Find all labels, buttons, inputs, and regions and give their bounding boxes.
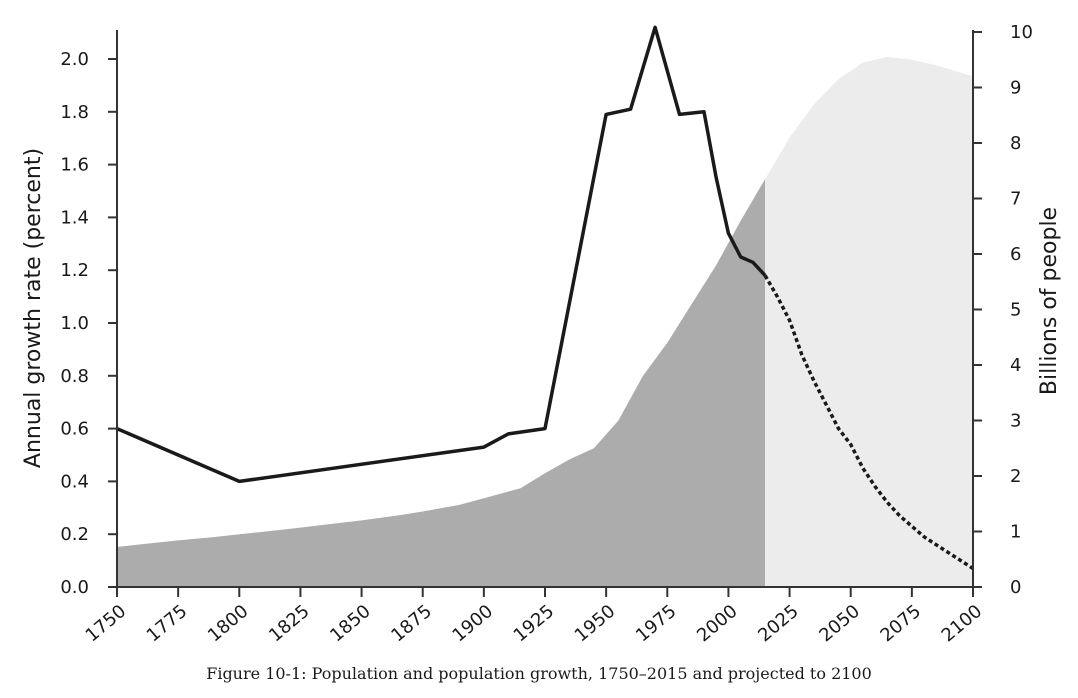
left-tick-label: 1.8	[60, 102, 89, 123]
x-tick-label: 1825	[265, 601, 314, 647]
left-axis-ticks: 0.0 0.2 0.4 0.6 0.8 1.0 1.2 1.4 1.6 1.8 2.0	[60, 49, 117, 598]
x-tick-label: 1775	[143, 601, 192, 647]
growth-rate-line-historical	[116, 25, 767, 484]
right-tick-label: 1	[1010, 522, 1021, 543]
left-tick-label: 1.2	[60, 260, 89, 281]
population-areas	[117, 57, 973, 587]
population-area-historical	[117, 179, 766, 587]
right-tick-label: 4	[1010, 355, 1021, 376]
figure-caption: Figure 10-1: Population and population g…	[206, 664, 872, 683]
x-tick-label: 1925	[510, 601, 559, 647]
left-tick-label: 2.0	[60, 49, 89, 70]
growth-rate-line-projected	[763, 274, 974, 570]
right-tick-label: 2	[1010, 466, 1021, 487]
left-tick-label: 1.4	[60, 207, 89, 228]
growth-rate-lines	[116, 25, 974, 570]
x-tick-label: 1975	[632, 601, 681, 647]
right-tick-label: 7	[1010, 189, 1021, 210]
right-tick-label: 9	[1010, 78, 1021, 99]
right-axis-title: Billions of people	[1037, 207, 1062, 395]
x-tick-label: 2075	[876, 601, 925, 647]
left-axis-title: Annual growth rate (percent)	[21, 148, 46, 468]
x-tick-label: 2000	[693, 601, 742, 647]
x-tick-label: 1750	[82, 601, 131, 647]
left-tick-label: 0.0	[60, 577, 89, 598]
x-tick-label: 1800	[204, 601, 253, 647]
population-area-projected	[765, 57, 973, 587]
x-tick-label: 2025	[754, 601, 803, 647]
x-tick-label: 2050	[815, 601, 864, 647]
right-tick-label: 10	[1010, 22, 1033, 43]
left-tick-label: 0.2	[60, 524, 89, 545]
left-tick-label: 0.4	[60, 471, 89, 492]
x-tick-label: 1950	[571, 601, 620, 647]
x-tick-label: 1875	[387, 601, 436, 647]
right-tick-label: 3	[1010, 411, 1021, 432]
left-tick-label: 1.0	[60, 313, 89, 334]
right-tick-label: 6	[1010, 244, 1021, 265]
x-tick-label: 2100	[938, 601, 987, 647]
x-tick-label: 1900	[448, 601, 497, 647]
left-tick-label: 1.6	[60, 155, 89, 176]
right-tick-label: 8	[1010, 133, 1021, 154]
x-tick-label: 1850	[326, 601, 375, 647]
right-axis-ticks: 0 1 2 3 4 5 6 7 8 9 10	[973, 22, 1033, 598]
right-tick-label: 0	[1010, 577, 1021, 598]
left-tick-label: 0.6	[60, 419, 89, 440]
right-tick-label: 5	[1010, 300, 1021, 321]
left-tick-label: 0.8	[60, 366, 89, 387]
x-axis-ticks: 1750 1775 1800 1825 1850 1875 1900 1925 1950 1975…	[82, 587, 987, 647]
